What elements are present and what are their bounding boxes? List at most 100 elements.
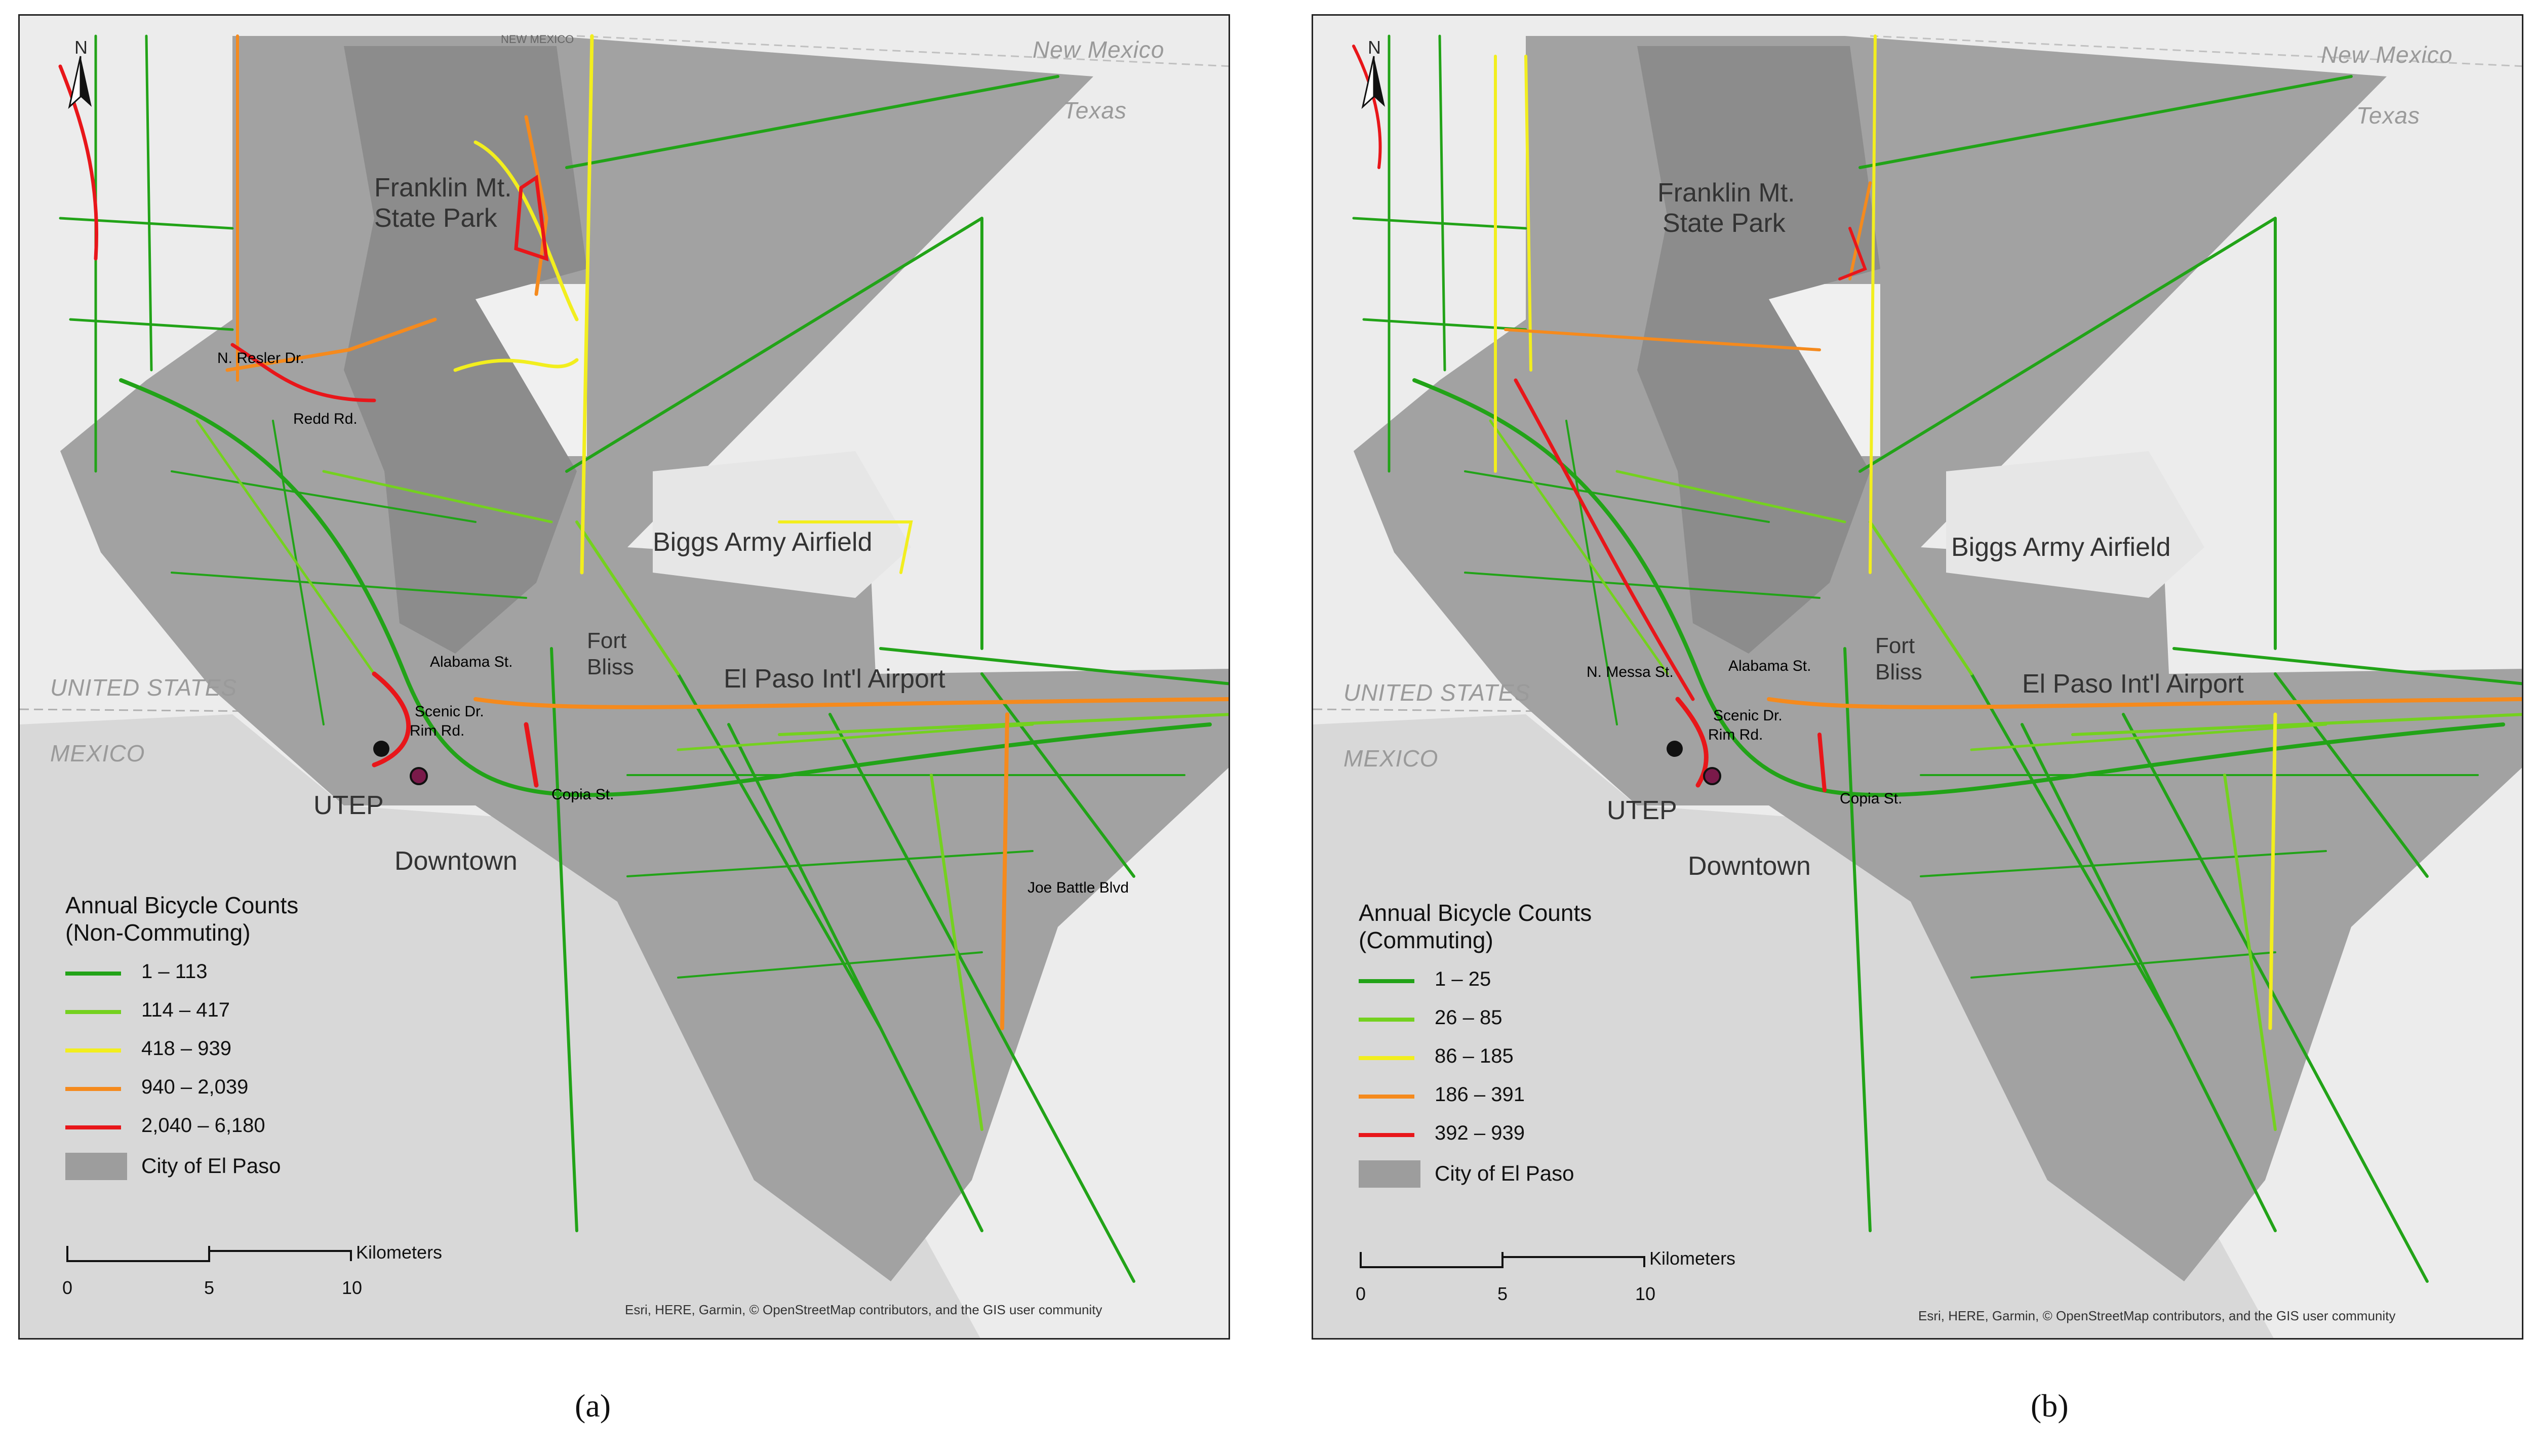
label-downtown: Downtown	[394, 846, 518, 876]
label-resler: N. Resler Dr.	[217, 350, 304, 367]
legend-class-4: 186 – 391	[1359, 1079, 1592, 1118]
label-texas: Texas	[2356, 102, 2421, 129]
scale-tick-0: 0	[62, 1277, 73, 1298]
label-mexico: MEXICO	[50, 740, 145, 766]
legend-swatch	[65, 1125, 121, 1129]
legend: Annual Bicycle Counts (Non-Commuting) 1 …	[65, 892, 298, 1189]
state-park	[1637, 46, 1880, 654]
scale-tick-5: 5	[204, 1277, 215, 1298]
map-panel-b: N New Mexico Texas UNITED STATES MEXICO …	[1312, 14, 2523, 1340]
mexico-area	[20, 714, 980, 1338]
utep-marker	[1667, 741, 1683, 757]
legend-class-label: 418 – 939	[141, 1037, 231, 1060]
scale-bar-graphic	[1360, 1252, 1645, 1268]
label-united-states: UNITED STATES	[50, 674, 238, 701]
map-credit: Esri, HERE, Garmin, © OpenStreetMap cont…	[625, 1302, 1102, 1317]
legend-subtitle: (Non-Commuting)	[65, 919, 251, 946]
label-nm-line: NEW MEXICO	[501, 33, 574, 46]
label-scenic: Scenic Dr.	[415, 703, 484, 720]
label-fort: Fort	[1875, 633, 1915, 658]
scale-tick-5: 5	[1497, 1283, 1508, 1304]
north-label: N	[74, 37, 88, 58]
road-network	[1352, 34, 2522, 1283]
label-utep: UTEP	[313, 791, 384, 820]
map-panel-a: N New Mexico NEW MEXICO Texas UNITED STA…	[18, 14, 1230, 1340]
legend-city-label: City of El Paso	[141, 1154, 281, 1178]
label-messa: N. Messa St.	[1587, 664, 1674, 680]
legend-class-3: 418 – 939	[65, 1033, 298, 1072]
label-biggs: Biggs Army Airfield	[653, 528, 873, 557]
high-count-routes	[58, 34, 1229, 1030]
legend-class-label: 26 – 85	[1435, 1006, 1502, 1029]
scale-bar: 0 5 10 Kilometers	[62, 1241, 442, 1298]
label-state-park: State Park	[1663, 209, 1786, 238]
legend-city: City of El Paso	[1359, 1156, 1592, 1197]
panel-label-a: (a)	[575, 1388, 611, 1424]
label-copia: Copia St.	[1840, 790, 1903, 807]
north-label: N	[1368, 37, 1381, 58]
legend-city-swatch	[65, 1153, 127, 1180]
state-border	[1870, 35, 2522, 67]
high-count-routes	[1352, 34, 2522, 1030]
scale-tick-10: 10	[1635, 1283, 1656, 1304]
map-credit: Esri, HERE, Garmin, © OpenStreetMap cont…	[1918, 1308, 2396, 1323]
utep-marker	[373, 741, 389, 757]
legend-swatch	[1359, 979, 1414, 983]
label-copia: Copia St.	[551, 786, 614, 803]
label-rim: Rim Rd.	[410, 722, 465, 739]
legend-swatch	[65, 972, 121, 976]
legend-class-5: 2,040 – 6,180	[65, 1110, 298, 1149]
legend-swatch	[1359, 1056, 1414, 1060]
north-arrow-icon	[68, 56, 92, 109]
legend-class-label: 2,040 – 6,180	[141, 1114, 265, 1137]
scale-bar-graphic	[66, 1246, 352, 1262]
label-franklin: Franklin Mt.	[1657, 178, 1795, 208]
blank-area	[653, 451, 911, 598]
map-canvas	[1313, 34, 2522, 1338]
mexico-area	[1313, 714, 2274, 1338]
legend-swatch	[65, 1010, 121, 1014]
legend-title: Annual Bicycle Counts	[1359, 900, 1592, 926]
legend-class-label: 1 – 113	[141, 960, 208, 983]
blank-area	[1946, 451, 2204, 598]
legend-city-label: City of El Paso	[1435, 1161, 1574, 1185]
legend-class-label: 1 – 25	[1435, 968, 1491, 990]
label-bliss: Bliss	[1875, 660, 1922, 684]
legend-class-label: 114 – 417	[141, 999, 230, 1021]
legend: Annual Bicycle Counts (Commuting) 1 – 25…	[1359, 899, 1592, 1197]
legend-city-swatch	[1359, 1160, 1420, 1188]
label-new-mexico: New Mexico	[2321, 42, 2453, 68]
label-alabama: Alabama St.	[430, 654, 513, 670]
legend-class-2: 26 – 85	[1359, 1002, 1592, 1041]
legend-class-4: 940 – 2,039	[65, 1072, 298, 1110]
north-arrow-icon	[1361, 56, 1385, 109]
label-texas: Texas	[1063, 97, 1127, 124]
legend-swatch	[1359, 1018, 1414, 1022]
scale-tick-10: 10	[342, 1277, 363, 1298]
label-franklin: Franklin Mt.	[374, 173, 512, 203]
legend-class-1: 1 – 113	[65, 956, 298, 995]
legend-class-label: 392 – 939	[1435, 1122, 1525, 1144]
state-border	[576, 35, 1229, 67]
legend-title: Annual Bicycle Counts	[65, 892, 299, 918]
scale-unit: Kilometers	[356, 1242, 443, 1263]
legend-class-label: 940 – 2,039	[141, 1076, 249, 1098]
label-state-park: State Park	[374, 204, 497, 233]
legend-swatch	[65, 1087, 121, 1091]
legend-class-1: 1 – 25	[1359, 964, 1592, 1002]
label-fort: Fort	[587, 628, 627, 653]
scale-bar: 0 5 10 Kilometers	[1356, 1247, 1735, 1304]
road-network	[59, 34, 1229, 1283]
scale-unit: Kilometers	[1649, 1248, 1736, 1269]
label-redd: Redd Rd.	[293, 411, 358, 427]
legend-class-5: 392 – 939	[1359, 1118, 1592, 1156]
legend-class-label: 86 – 185	[1435, 1045, 1514, 1067]
label-united-states: UNITED STATES	[1343, 679, 1531, 706]
label-new-mexico: New Mexico	[1033, 36, 1165, 63]
legend-class-2: 114 – 417	[65, 995, 298, 1033]
scale-tick-0: 0	[1356, 1283, 1366, 1304]
legend-class-3: 86 – 185	[1359, 1041, 1592, 1079]
legend-city: City of El Paso	[65, 1149, 298, 1189]
label-downtown: Downtown	[1688, 852, 1811, 881]
label-biggs: Biggs Army Airfield	[1951, 533, 2171, 562]
